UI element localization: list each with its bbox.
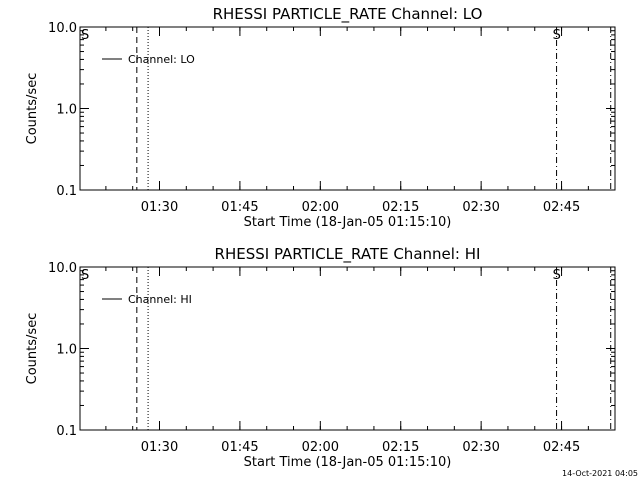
x-tick-label: 02:00 xyxy=(302,200,339,215)
x-axis-label: Start Time (18-Jan-05 01:15:10) xyxy=(244,215,452,230)
y-tick-label: 0.1 xyxy=(56,184,77,199)
y-tick-label: 0.1 xyxy=(56,424,77,439)
y-axis-label: Counts/sec xyxy=(25,313,40,385)
x-axis-label: Start Time (18-Jan-05 01:15:10) xyxy=(244,455,452,470)
event-marker-label: S xyxy=(553,268,561,283)
corner-label: S xyxy=(81,268,89,283)
plot-frame xyxy=(79,26,616,191)
x-tick-label: 02:30 xyxy=(462,200,499,215)
corner-label: S xyxy=(81,28,89,43)
chart-title: RHESSI PARTICLE_RATE Channel: HI xyxy=(215,245,481,264)
x-tick-label: 02:00 xyxy=(302,440,339,455)
chart-title: RHESSI PARTICLE_RATE Channel: LO xyxy=(213,5,483,24)
y-tick-label: 1.0 xyxy=(56,343,77,358)
x-tick-label: 01:45 xyxy=(221,440,258,455)
x-tick-label: 01:30 xyxy=(141,200,178,215)
x-tick-label: 02:15 xyxy=(382,440,419,455)
x-tick-label: 02:45 xyxy=(543,440,580,455)
legend-label: Channel: HI xyxy=(128,293,192,306)
y-axis-label: Counts/sec xyxy=(25,73,40,145)
x-tick-label: 02:15 xyxy=(382,200,419,215)
chart-panel-1: RHESSI PARTICLE_RATE Channel: LO 0.1 1.0 10… xyxy=(25,5,616,230)
plot-frame xyxy=(79,266,616,431)
y-tick-label: 10.0 xyxy=(48,261,77,276)
y-tick-label: 1.0 xyxy=(56,103,77,118)
footer-timestamp: 14-Oct-2021 04:05 xyxy=(562,469,638,478)
chart-panel-2: RHESSI PARTICLE_RATE Channel: HI 0.1 1.0 10… xyxy=(25,245,616,470)
event-marker-label: S xyxy=(553,28,561,43)
x-tick-label: 01:30 xyxy=(141,440,178,455)
x-tick-label: 01:45 xyxy=(221,200,258,215)
y-tick-label: 10.0 xyxy=(48,21,77,36)
legend-label: Channel: LO xyxy=(128,53,195,66)
x-tick-label: 02:45 xyxy=(543,200,580,215)
x-tick-label: 02:30 xyxy=(462,440,499,455)
